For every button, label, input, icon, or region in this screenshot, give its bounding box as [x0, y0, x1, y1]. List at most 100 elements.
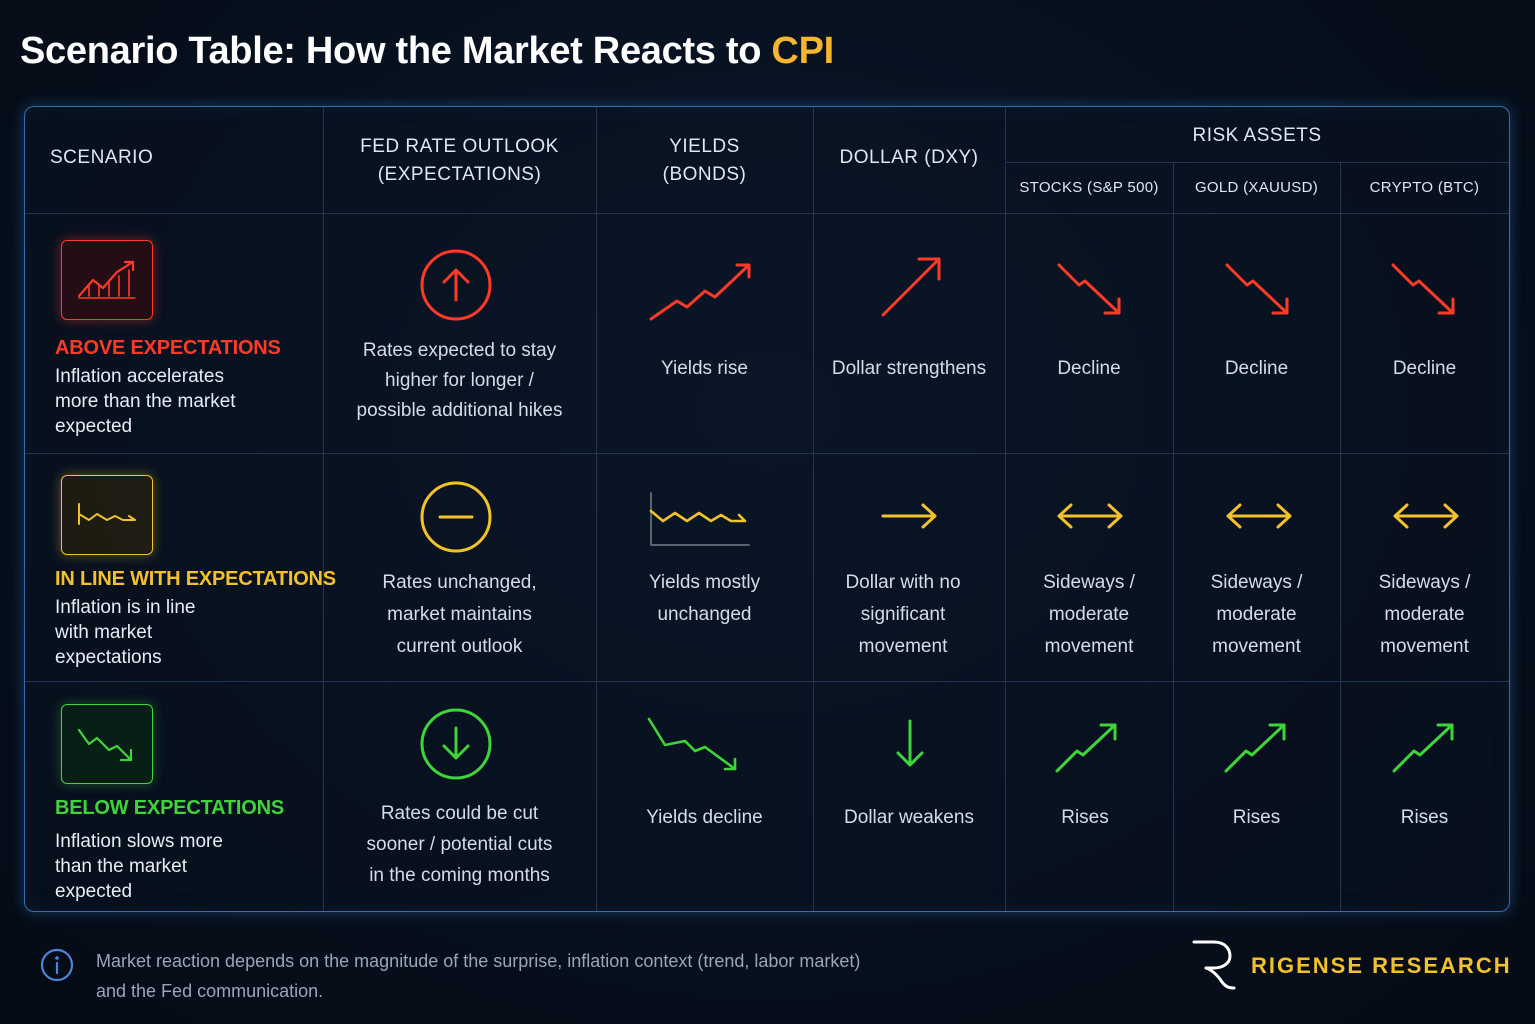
desc-line: Inflation accelerates — [55, 366, 224, 387]
text-line: movement — [1044, 636, 1134, 657]
text-line: Decline — [1392, 358, 1457, 379]
text-line: movement — [1212, 636, 1301, 657]
text-line: moderate — [1216, 604, 1297, 625]
title-highlight: CPI — [771, 30, 834, 72]
col-divider — [1173, 162, 1174, 911]
col-divider — [1340, 162, 1341, 911]
footer-note-line: and the Fed communication. — [96, 981, 324, 1001]
text-line: in the coming months — [369, 865, 550, 886]
text-line: Rates unchanged, — [382, 572, 537, 593]
arrow-down-circle-icon — [420, 708, 492, 780]
header-yields: YIELDS (BONDS) — [596, 133, 813, 189]
desc-line: with market — [55, 622, 153, 643]
stocks-text: Rises — [1005, 803, 1165, 833]
arrow-down-icon — [896, 719, 924, 767]
header-scenario-label: SCENARIO — [50, 147, 154, 168]
trend-down-icon — [647, 717, 737, 771]
chart-down-icon — [61, 704, 153, 784]
brand-name: RIGENSE RESEARCH — [1251, 953, 1512, 978]
text-line: Yields mostly — [648, 572, 761, 593]
row-divider — [25, 213, 1509, 214]
stocks-text: Sideways / moderate movement — [1005, 567, 1173, 663]
text-line: movement — [1380, 636, 1469, 657]
text-line: Dollar strengthens — [831, 358, 987, 379]
desc-line: expected — [55, 416, 133, 437]
crypto-text: Sideways / moderate movement — [1340, 567, 1509, 663]
text-line: Decline — [1224, 358, 1289, 379]
scenario-title: BELOW EXPECTATIONS — [55, 797, 284, 819]
header-fed: FED RATE OUTLOOK (EXPECTATIONS) — [323, 133, 596, 189]
double-arrow-icon — [1393, 503, 1459, 529]
double-arrow-icon — [1226, 503, 1292, 529]
text-line: Sideways / — [1043, 572, 1135, 593]
header-risk-assets: RISK ASSETS — [1005, 122, 1509, 150]
row-divider — [25, 681, 1509, 682]
scenario-description: Inflation is in line with market expecta… — [55, 595, 195, 670]
text-line: higher for longer / — [385, 370, 534, 391]
scenario-description: Inflation slows more than the market exp… — [55, 829, 223, 904]
col-divider — [813, 107, 814, 911]
text-line: possible additional hikes — [356, 400, 563, 421]
dollar-text: Dollar weakens — [813, 803, 1005, 833]
desc-line: more than the market — [55, 391, 236, 412]
trend-up-icon — [1224, 723, 1286, 773]
header-yields-line1: YIELDS — [669, 136, 740, 157]
trend-down-icon — [1057, 263, 1121, 315]
header-dollar: DOLLAR (DXY) — [813, 144, 1005, 172]
chart-flat-icon — [649, 492, 750, 546]
double-arrow-icon — [1057, 503, 1123, 529]
row-divider — [25, 453, 1509, 454]
footer-note-line: Market reaction depends on the magnitude… — [96, 951, 861, 971]
trend-down-icon — [1391, 263, 1455, 315]
text-line: Sideways / — [1210, 572, 1303, 593]
header-stocks-label: STOCKS (S&P 500) — [1019, 179, 1159, 196]
info-icon — [40, 948, 74, 982]
header-gold-label: GOLD (XAUUSD) — [1194, 179, 1319, 196]
text-line: Rates expected to stay — [362, 340, 557, 361]
text-line: Rates could be cut — [380, 803, 539, 824]
text-line: Rises — [1061, 807, 1109, 828]
fed-outlook-text: Rates unchanged, market maintains curren… — [323, 567, 596, 663]
text-line: Yields decline — [646, 807, 763, 828]
dollar-text: Dollar with no significant movement — [813, 567, 993, 663]
arrow-right-icon — [881, 503, 937, 529]
text-line: Dollar weakens — [844, 807, 974, 828]
header-crypto: CRYPTO (BTC) — [1340, 179, 1509, 196]
arrow-up-circle-icon — [420, 249, 492, 321]
trend-up-icon — [1055, 723, 1117, 773]
gold-text: Decline — [1173, 354, 1340, 384]
header-yields-line2: (BONDS) — [662, 164, 747, 185]
header-scenario: SCENARIO — [50, 144, 153, 172]
desc-line: expected — [55, 881, 133, 902]
text-line: Sideways / — [1378, 572, 1471, 593]
row-divider — [1005, 162, 1509, 163]
title-prefix: Scenario Table: How the Market Reacts to — [20, 30, 772, 72]
stocks-text: Decline — [1005, 354, 1173, 384]
text-line: unchanged — [657, 604, 752, 625]
trend-up-icon — [1392, 723, 1454, 773]
yields-text: Yields rise — [596, 354, 813, 384]
minus-circle-icon — [420, 481, 492, 553]
yields-text: Yields mostly unchanged — [596, 567, 813, 631]
desc-line: Inflation is in line — [55, 597, 196, 618]
chart-up-icon — [61, 240, 153, 320]
header-dollar-label: DOLLAR (DXY) — [839, 147, 979, 168]
text-line: current outlook — [396, 636, 523, 657]
header-fed-line1: FED RATE OUTLOOK — [360, 136, 559, 157]
text-line: Dollar with no — [845, 572, 961, 593]
text-line: Decline — [1057, 358, 1121, 379]
crypto-text: Rises — [1340, 803, 1509, 833]
fed-outlook-text: Rates could be cut sooner / potential cu… — [323, 798, 596, 891]
gold-text: Sideways / moderate movement — [1173, 567, 1340, 663]
trend-up-icon — [881, 257, 941, 317]
trend-up-icon — [649, 263, 751, 321]
col-divider — [1005, 107, 1006, 911]
crypto-text: Decline — [1340, 354, 1509, 384]
header-fed-line2: (EXPECTATIONS) — [377, 164, 542, 185]
header-gold: GOLD (XAUUSD) — [1173, 179, 1340, 196]
gold-text: Rises — [1173, 803, 1340, 833]
text-line: Yields rise — [661, 358, 748, 379]
col-divider — [596, 107, 597, 911]
footer-note: Market reaction depends on the magnitude… — [96, 946, 860, 1006]
desc-line: than the market — [55, 856, 188, 877]
